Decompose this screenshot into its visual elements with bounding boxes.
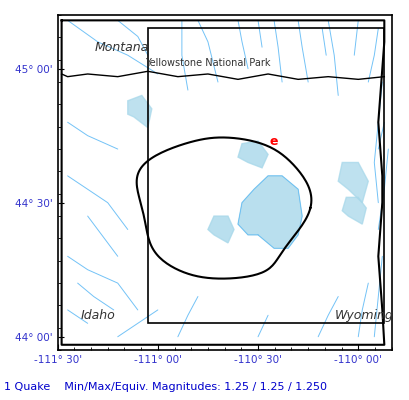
Polygon shape [237,141,267,168]
Polygon shape [128,96,151,128]
Text: Yellowstone National Park: Yellowstone National Park [145,58,270,68]
Text: 1 Quake    Min/Max/Equiv. Magnitudes: 1.25 / 1.25 / 1.250: 1 Quake Min/Max/Equiv. Magnitudes: 1.25 … [4,382,326,392]
Text: Montana: Montana [94,41,148,54]
Polygon shape [207,216,234,243]
Text: Idaho: Idaho [80,309,115,322]
Polygon shape [342,197,365,224]
Polygon shape [337,162,367,203]
Text: e: e [269,134,278,148]
Polygon shape [237,176,301,248]
Text: Wyoming: Wyoming [334,309,393,322]
